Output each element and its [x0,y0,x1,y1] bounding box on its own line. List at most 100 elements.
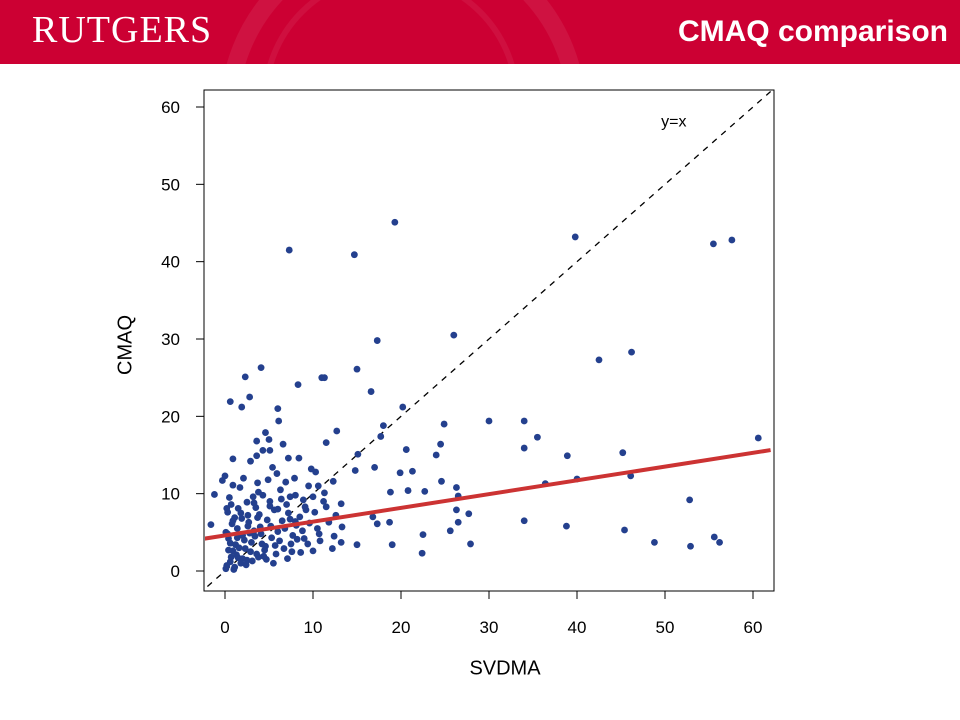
data-point [237,559,245,567]
data-point [295,454,303,462]
data-point [309,547,317,555]
data-point [247,548,254,556]
data-point [409,467,416,475]
data-point [251,532,259,540]
data-point [595,356,603,364]
data-point [300,535,308,542]
data-point [728,236,736,244]
data-point [284,555,291,563]
data-point [520,417,528,425]
data-point [261,546,268,554]
data-point [307,465,315,473]
data-point [238,403,246,411]
data-point [264,476,272,484]
data-point [258,540,266,548]
y-tick-label: 10 [161,485,180,504]
y-tick-label: 0 [171,562,180,581]
data-point [321,374,328,382]
x-tick-label: 40 [568,618,587,637]
data-point [687,542,694,550]
y-tick-label: 20 [161,407,180,426]
data-point [371,463,378,471]
x-tick-label: 10 [304,618,323,637]
data-point [211,491,218,498]
annotations: y=x [661,113,686,130]
data-point [391,218,399,226]
data-point [373,337,381,344]
data-point [367,388,375,395]
data-point [253,452,261,460]
data-point [301,503,309,511]
data-point [266,502,274,510]
x-tick-label: 60 [744,618,763,637]
data-point [353,541,361,549]
data-point [248,538,255,546]
data-point [299,527,306,535]
data-point [386,518,393,526]
y-equals-x-reference-line [206,91,772,587]
header-banner: RUTGERS CMAQ comparison [0,0,960,64]
y-axis-label-box: CMAQ [106,283,146,407]
data-point [710,533,718,541]
data-point [233,534,241,542]
data-point [330,532,338,540]
data-point [520,444,528,452]
data-point [287,540,295,548]
data-point [440,420,448,428]
x-tick-label: 20 [392,618,411,637]
data-point [282,478,290,486]
data-point [247,457,254,465]
data-point [244,511,252,519]
x-tick-label: 30 [480,618,499,637]
data-point [380,422,387,430]
data-point [353,365,361,373]
data-point [651,538,658,546]
data-point [248,557,256,565]
data-point [249,493,257,501]
data-point [369,513,377,521]
data-point [467,540,474,548]
data-point [309,493,317,501]
data-point [454,518,462,526]
data-point [402,446,410,453]
data-point [259,491,267,499]
data-point [305,482,312,490]
data-point [404,487,412,494]
data-point [266,446,274,454]
data-point [304,540,312,548]
data-point [520,517,528,525]
data-point [293,535,301,543]
data-point [399,403,407,411]
data-point [276,537,283,545]
data-point [218,477,226,484]
data-point [226,398,234,406]
data-point [259,446,267,454]
data-point [283,501,290,508]
x-axis-label-box: SVDMA [443,650,567,688]
data-point [437,440,444,448]
data-point [262,429,269,436]
data-point [231,514,239,522]
data-point [227,501,235,508]
data-point [257,364,265,372]
data-point [387,488,394,496]
data-point [571,233,579,241]
data-point [273,470,281,477]
data-point [270,559,277,567]
data-point [229,547,237,555]
data-point [333,427,341,435]
data-point [254,514,261,522]
regression-fit-line [205,448,771,541]
data-point [351,467,359,474]
data-point [418,549,426,557]
data-point [285,246,293,254]
y-tick-label: 30 [161,330,180,349]
data-point [222,565,230,573]
data-point [432,451,440,459]
data-point [465,510,473,518]
data-point [246,393,254,401]
data-point [321,489,328,497]
x-tick-label: 0 [220,618,229,637]
data-point [337,538,345,546]
